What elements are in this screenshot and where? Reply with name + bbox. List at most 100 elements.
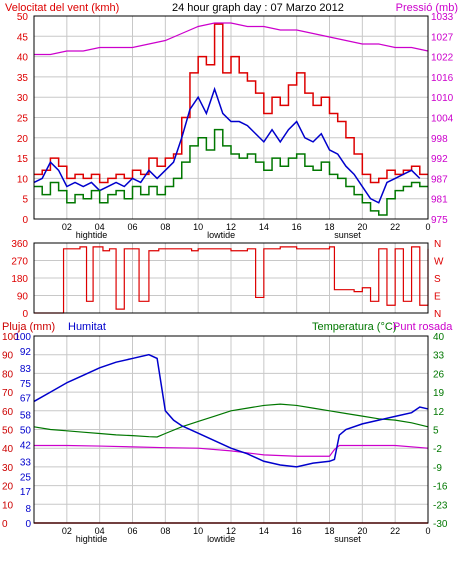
wind-axis-tick-label: 10 <box>17 174 29 185</box>
x-axis-tick-label: 06 <box>127 526 137 536</box>
temperature-axis-tick-label: 19 <box>433 388 445 399</box>
direction-axis-tick-label: 360 <box>11 239 28 250</box>
pressure-axis-tick-label: 992 <box>431 154 448 165</box>
dewpoint-line <box>34 444 429 457</box>
wind-axis-tick-label: 30 <box>17 93 29 104</box>
wind-axis-tick-label: 15 <box>17 154 29 165</box>
pressure-axis-tick-label: 987 <box>431 174 448 185</box>
temperature-axis-tick-label: -9 <box>433 463 442 474</box>
pressure-axis-title: Pressió (mb) <box>396 2 458 14</box>
humidity-axis-tick-label: 0 <box>25 519 31 530</box>
x-axis-tick-label: 0 <box>425 222 430 232</box>
rain-axis-tick-label: 100 <box>2 332 19 343</box>
wind-axis-title: Velocitat del vent (kmh) <box>5 2 119 14</box>
x-axis-tick-label: 22 <box>390 222 400 232</box>
humidity-plot-frame <box>33 335 429 524</box>
direction-axis-tick-label: 270 <box>11 257 28 268</box>
x-axis-tick-label: 12 <box>226 526 236 536</box>
rain-axis-tick-label: 80 <box>2 369 14 380</box>
temperature-axis-tick-label: 33 <box>433 351 445 362</box>
wind-axis-tick-label: 0 <box>22 215 28 226</box>
rain-axis-tick-label: 40 <box>2 444 14 455</box>
direction-axis-tick-label: 0 <box>22 309 28 320</box>
pressure-axis-tick-label: 1027 <box>431 32 454 43</box>
rain-axis-title: Pluja (mm) <box>2 321 55 333</box>
temperature-axis-title: Temperatura (°C) <box>312 321 396 333</box>
x-axis-tick-label: 12 <box>226 222 236 232</box>
humidity-line <box>33 353 429 468</box>
event-label-lowtide: lowtide <box>207 230 235 240</box>
compass-label: E <box>434 292 441 303</box>
temperature-line <box>33 403 429 438</box>
temperature-axis-tick-label: 12 <box>433 407 445 418</box>
rain-axis-tick-label: 90 <box>2 351 14 362</box>
x-axis-tick-label: 16 <box>292 526 302 536</box>
pressure-axis-tick-label: 1004 <box>431 114 454 125</box>
x-axis-tick-label: 08 <box>160 526 170 536</box>
event-label-lowtide: lowtide <box>207 534 235 544</box>
pressure-axis-tick-label: 1010 <box>431 93 454 104</box>
temperature-axis-tick-label: 40 <box>433 332 445 343</box>
rain-axis-tick-label: 10 <box>2 500 14 511</box>
rain-axis-tick-label: 0 <box>2 519 8 530</box>
x-axis-tick-label: 14 <box>259 526 269 536</box>
direction-plot-frame <box>33 242 429 314</box>
event-label-sunset: sunset <box>334 534 361 544</box>
humidity-axis-tick-label: 8 <box>25 504 31 515</box>
wind-pressure-panel: 0510152025303540455097598198799299810041… <box>17 12 454 240</box>
humidity-axis-tick-label: 17 <box>20 487 32 498</box>
x-axis-tick-label: 20 <box>357 526 367 536</box>
pressure-axis-tick-label: 1016 <box>431 73 454 84</box>
x-axis-tick-label: 10 <box>193 526 203 536</box>
x-axis-tick-label: 20 <box>357 222 367 232</box>
compass-label: S <box>434 274 441 285</box>
humidity-temperature-panel: 0102030405060708090100081725334250586775… <box>2 332 448 544</box>
rain-axis-tick-label: 60 <box>2 407 14 418</box>
rain-axis-tick-label: 70 <box>2 388 14 399</box>
x-axis-tick-label: 22 <box>390 526 400 536</box>
wind-axis-tick-label: 5 <box>22 195 28 206</box>
x-axis-tick-label: 10 <box>193 222 203 232</box>
temperature-axis-tick-label: 5 <box>433 426 439 437</box>
wind-axis-tick-label: 35 <box>17 73 29 84</box>
wind-axis-tick-label: 40 <box>17 53 29 64</box>
pressure-axis-tick-label: 998 <box>431 134 448 145</box>
wind-axis-tick-label: 50 <box>17 12 29 23</box>
x-axis-tick-label: 04 <box>95 526 105 536</box>
compass-label: N <box>434 239 441 250</box>
compass-label: N <box>434 309 441 320</box>
rain-axis-tick-label: 50 <box>2 426 14 437</box>
pressure-axis-tick-label: 981 <box>431 195 448 206</box>
humidity-axis-tick-label: 50 <box>20 426 32 437</box>
wind-direction-line <box>34 246 429 314</box>
rain-axis-tick-label: 30 <box>2 463 14 474</box>
wind-axis-tick-label: 25 <box>17 114 29 125</box>
temperature-axis-tick-label: -30 <box>433 519 448 530</box>
wind-direction-panel: 0 N 90 E 180 S 270 W 360 N <box>11 239 444 320</box>
wind-axis-tick-label: 20 <box>17 134 29 145</box>
x-axis-tick-label: 08 <box>160 222 170 232</box>
humidity-axis-tick-label: 100 <box>14 332 31 343</box>
x-axis-tick-label: 16 <box>292 222 302 232</box>
event-label-hightide: hightide <box>76 534 108 544</box>
temperature-axis-tick-label: -16 <box>433 482 448 493</box>
humidity-axis-tick-label: 33 <box>20 457 32 468</box>
temperature-axis-tick-label: -23 <box>433 500 448 511</box>
direction-axis-tick-label: 180 <box>11 274 28 285</box>
humidity-axis-tick-label: 67 <box>20 394 32 405</box>
x-axis-tick-label: 02 <box>62 526 72 536</box>
x-axis-tick-label: 02 <box>62 222 72 232</box>
x-axis-tick-label: 0 <box>425 526 430 536</box>
pressure-line <box>34 22 429 56</box>
humidity-axis-tick-label: 92 <box>20 347 32 358</box>
dewpoint-axis-title: Punt rosada <box>393 321 453 333</box>
pressure-axis-tick-label: 1033 <box>431 12 454 23</box>
rain-axis-tick-label: 20 <box>2 482 14 493</box>
pressure-axis-tick-label: 1022 <box>431 53 454 64</box>
x-axis-tick-label: 04 <box>95 222 105 232</box>
event-label-sunset: sunset <box>334 230 361 240</box>
direction-axis-tick-label: 90 <box>17 292 29 303</box>
humidity-axis-title: Humitat <box>68 321 106 333</box>
